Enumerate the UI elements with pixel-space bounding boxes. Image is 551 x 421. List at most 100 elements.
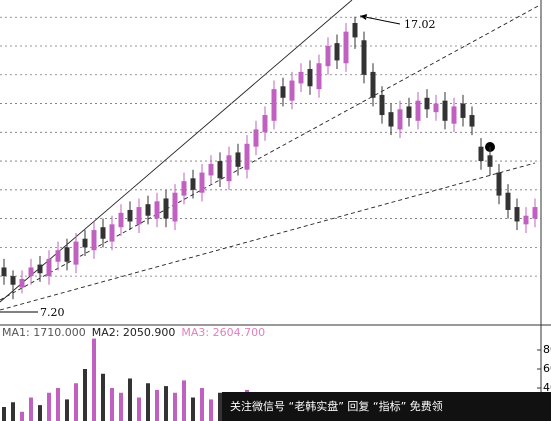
candle-body: [280, 86, 286, 98]
candle-body: [451, 106, 457, 124]
candle-body: [316, 63, 322, 90]
volume-bar: [137, 397, 141, 421]
volume-bar: [182, 380, 186, 421]
candle-body: [262, 115, 268, 133]
candle-body: [253, 129, 259, 147]
volume-bar: [56, 388, 60, 421]
candle-body: [334, 43, 340, 61]
watermark: 关注微信号 “老韩实盘” 回复 “指标” 免费领: [230, 399, 443, 413]
candle-body: [460, 103, 466, 118]
candle-body: [1, 267, 7, 277]
volume-bar: [218, 392, 222, 421]
candle-body: [181, 181, 187, 196]
candle-body: [163, 198, 169, 219]
candle-body: [388, 112, 394, 127]
candle-body: [496, 172, 502, 196]
trend-line: [0, 0, 353, 303]
candle-body: [244, 143, 250, 170]
y-tick-label: 80: [543, 343, 551, 356]
candle-body: [82, 238, 88, 248]
candle-body: [37, 264, 43, 274]
watermark-box: [222, 392, 551, 421]
candle-body: [19, 278, 25, 288]
candle-body: [505, 192, 511, 210]
candle-body: [442, 100, 448, 121]
candle-body: [28, 267, 34, 277]
candle-body: [199, 172, 205, 193]
volume-bar: [146, 383, 150, 421]
candle-body: [55, 250, 61, 262]
candle-body: [433, 103, 439, 113]
volume-bar: [110, 388, 114, 421]
candle-body: [235, 152, 241, 167]
candle-body: [487, 155, 493, 167]
candle-body: [154, 201, 160, 219]
ma-label: MA2: 2050.900: [92, 326, 176, 339]
volume-bar: [92, 338, 96, 421]
candle-body: [523, 215, 529, 225]
candle-body: [172, 192, 178, 222]
ma-label: MA3: 2604.700: [181, 326, 265, 339]
candle-body: [469, 115, 475, 127]
candle-body: [73, 241, 79, 265]
candle-body: [424, 97, 430, 110]
annotation: 17.02: [404, 18, 436, 31]
volume-bar: [38, 405, 42, 421]
candle-body: [10, 276, 16, 285]
candle-body: [127, 209, 133, 222]
candle-body: [397, 109, 403, 130]
volume-bar: [2, 407, 6, 421]
candle-body: [514, 207, 520, 222]
volume-bar: [209, 399, 213, 421]
candle-body: [325, 46, 331, 67]
volume-bar: [191, 397, 195, 421]
candle-body: [289, 80, 295, 101]
volume-bar: [74, 383, 78, 421]
candle-body: [271, 89, 277, 121]
candle-body: [136, 207, 142, 225]
candle-body: [379, 94, 385, 116]
candle-body: [532, 207, 538, 219]
candle-body: [343, 31, 349, 64]
volume-bar: [65, 399, 69, 421]
candle-body: [361, 40, 367, 75]
candle-body: [64, 247, 70, 262]
volume-bar: [119, 392, 123, 421]
volume-bar: [200, 388, 204, 421]
volume-bar: [173, 392, 177, 421]
ma-label: MA1: 1710.000: [2, 326, 86, 339]
candle-body: [190, 178, 196, 190]
candle-body: [91, 230, 97, 251]
candle-body: [109, 224, 115, 242]
candle-body: [46, 258, 52, 277]
candle-body: [118, 212, 124, 228]
candle-body: [208, 163, 214, 176]
arrow-head: [360, 14, 367, 20]
volume-bar: [128, 378, 132, 421]
candle-body: [415, 100, 421, 121]
volume-bar: [11, 402, 15, 421]
candle-body: [226, 155, 232, 182]
candle-body: [370, 71, 376, 98]
y-tick-label: 60: [543, 362, 551, 375]
candle-body: [298, 71, 304, 84]
volume-bar: [47, 392, 51, 421]
candle-body: [478, 146, 484, 162]
volume-bar: [101, 373, 105, 421]
candle-body: [145, 204, 151, 216]
candle-body: [217, 161, 223, 179]
trend-line: [0, 162, 536, 311]
candle-body: [307, 69, 313, 87]
candle-body: [100, 227, 106, 239]
y-tick-label: 40: [543, 381, 551, 394]
candle-body: [352, 23, 358, 38]
volume-bar: [83, 369, 87, 421]
volume-bar: [20, 411, 24, 421]
annotation: 7.20: [40, 306, 65, 319]
candle-body: [406, 106, 412, 118]
trend-line: [0, 4, 541, 301]
volume-bar: [29, 397, 33, 421]
volume-bar: [164, 386, 168, 421]
volume-bar: [155, 389, 159, 421]
